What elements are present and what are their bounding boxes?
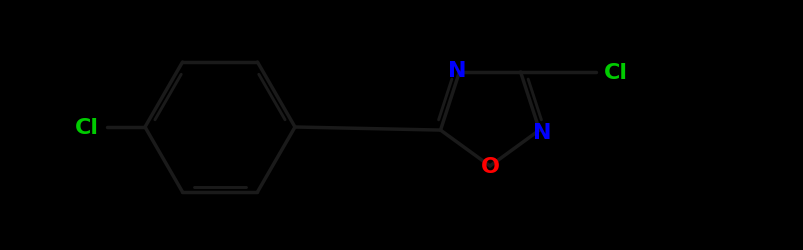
Text: N: N <box>447 61 466 80</box>
Text: N: N <box>532 122 551 142</box>
Text: Cl: Cl <box>75 118 99 138</box>
Text: O: O <box>480 156 499 176</box>
Text: Cl: Cl <box>603 63 627 82</box>
